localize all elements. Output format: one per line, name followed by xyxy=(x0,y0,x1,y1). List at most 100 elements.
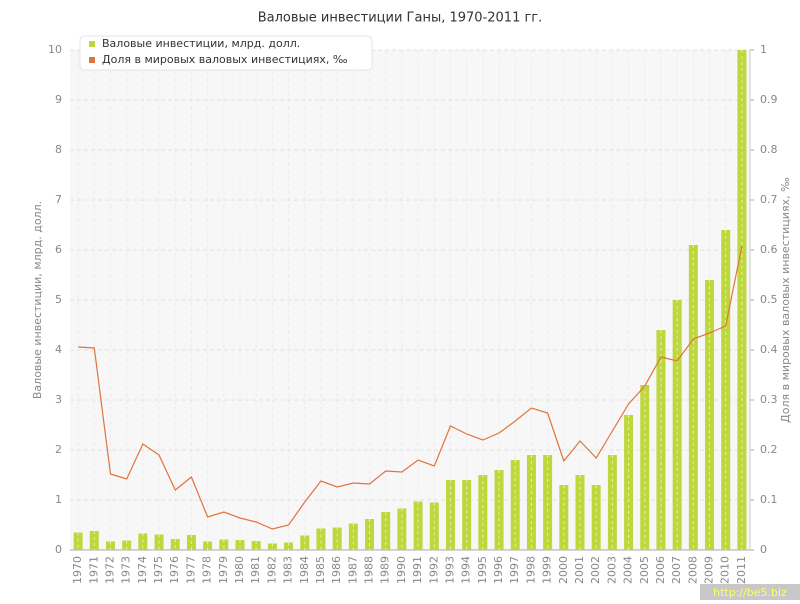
x-tick-label: 1992 xyxy=(427,556,440,584)
x-tick-label: 1993 xyxy=(443,556,456,584)
y2-tick-label: 0.2 xyxy=(760,443,778,456)
bar xyxy=(607,455,617,550)
legend: Валовые инвестиции, млрд. долл. Доля в ми… xyxy=(79,35,373,71)
x-tick-label: 2004 xyxy=(622,556,635,584)
y-tick-label: 9 xyxy=(55,93,62,106)
y-tick-label: 4 xyxy=(55,343,62,356)
bar xyxy=(89,531,99,550)
x-tick-label: 2001 xyxy=(573,556,586,584)
bar xyxy=(737,50,747,550)
y-tick-label: 8 xyxy=(55,143,62,156)
watermark: http://be5.biz xyxy=(713,586,787,599)
line xyxy=(78,245,743,530)
y2-tick-label: 0.1 xyxy=(760,493,778,506)
x-tick-label: 2009 xyxy=(703,556,716,584)
x-tick-label: 1975 xyxy=(152,556,165,584)
x-tick-label: 2002 xyxy=(589,556,602,584)
y-axis-label: Валовые инвестиции, млрд. долл. xyxy=(31,201,44,399)
y-tick-label: 5 xyxy=(55,293,62,306)
x-tick-label: 1998 xyxy=(524,556,537,584)
legend-swatch xyxy=(89,57,95,63)
x-tick-label: 2008 xyxy=(686,556,699,584)
legend-box xyxy=(79,35,373,71)
x-tick-label: 1990 xyxy=(395,556,408,584)
bar xyxy=(462,480,472,550)
watermark-bg xyxy=(700,584,800,600)
x-tick-label: 1983 xyxy=(282,556,295,584)
x-tick-label: 1986 xyxy=(330,556,343,584)
x-tick-label: 1982 xyxy=(265,556,278,584)
x-tick-label: 2003 xyxy=(605,556,618,584)
x-tick-label: 2011 xyxy=(735,556,748,584)
bar xyxy=(203,541,213,550)
x-tick-label: 1971 xyxy=(87,556,100,584)
x-tick-label: 1985 xyxy=(314,556,327,584)
x-tick-label: 1972 xyxy=(103,556,116,584)
x-tick-label: 1996 xyxy=(492,556,505,584)
x-tick-label: 1995 xyxy=(476,556,489,584)
bar xyxy=(494,470,504,550)
x-tick-label: 1984 xyxy=(298,556,311,584)
x-tick-label: 1978 xyxy=(201,556,214,584)
x-tick-label: 2006 xyxy=(654,556,667,584)
y-tick-label: 3 xyxy=(55,393,62,406)
y-tick-label: 7 xyxy=(55,193,62,206)
legend-swatch xyxy=(89,41,95,47)
x-tick-label: 1976 xyxy=(168,556,181,584)
x-tick-label: 1987 xyxy=(346,556,359,584)
bar xyxy=(543,455,553,550)
y2-tick-label: 1 xyxy=(760,43,767,56)
y2-tick-label: 0.7 xyxy=(760,193,778,206)
x-tick-label: 2010 xyxy=(719,556,732,584)
bar xyxy=(445,480,455,550)
x-tick-label: 2000 xyxy=(557,556,570,584)
bar xyxy=(170,539,180,550)
y-tick-label: 0 xyxy=(55,543,62,556)
bar xyxy=(235,540,245,550)
bar xyxy=(332,527,342,550)
y-tick-label: 1 xyxy=(55,493,62,506)
bar xyxy=(640,385,650,550)
y-tick-label: 2 xyxy=(55,443,62,456)
x-tick-label: 1970 xyxy=(71,556,84,584)
x-tick-label: 1988 xyxy=(363,556,376,584)
x-tick-label: 1997 xyxy=(508,556,521,584)
bar xyxy=(526,455,536,550)
bar xyxy=(365,519,375,550)
x-tick-label: 1980 xyxy=(233,556,246,584)
x-tick-label: 1973 xyxy=(120,556,133,584)
bar xyxy=(721,230,731,550)
y2-axis-label: Доля в мировых валовых инвестициях, ‰ xyxy=(779,177,792,423)
legend-label: Доля в мировых валовых инвестициях, ‰ xyxy=(102,53,348,66)
y2-tick-label: 0.5 xyxy=(760,293,778,306)
x-tick-label: 1979 xyxy=(217,556,230,584)
y2-tick-label: 0.3 xyxy=(760,393,778,406)
y2-tick-label: 0 xyxy=(760,543,767,556)
x-tick-label: 2007 xyxy=(670,556,683,584)
legend-label: Валовые инвестиции, млрд. долл. xyxy=(102,37,300,50)
y-tick-label: 10 xyxy=(48,43,62,56)
y2-tick-label: 0.4 xyxy=(760,343,778,356)
y2-tick-label: 0.9 xyxy=(760,93,778,106)
bar xyxy=(284,542,294,550)
x-tick-label: 1994 xyxy=(460,556,473,584)
chart-title: Валовые инвестиции Ганы, 1970-2011 гг. xyxy=(258,11,543,26)
bar xyxy=(672,300,682,550)
bar xyxy=(316,528,326,550)
y2-tick-label: 0.8 xyxy=(760,143,778,156)
x-tick-label: 1991 xyxy=(411,556,424,584)
y-tick-label: 6 xyxy=(55,243,62,256)
bar xyxy=(105,541,115,550)
x-tick-label: 1974 xyxy=(136,556,149,584)
bar xyxy=(251,541,261,550)
x-tick-label: 2005 xyxy=(638,556,651,584)
x-tick-label: 1999 xyxy=(541,556,554,584)
bar xyxy=(122,540,132,550)
x-tick-label: 1977 xyxy=(184,556,197,584)
x-tick-label: 1981 xyxy=(249,556,262,584)
y2-tick-label: 0.6 xyxy=(760,243,778,256)
bar xyxy=(429,502,439,550)
bar xyxy=(267,543,277,550)
x-tick-label: 1989 xyxy=(379,556,392,584)
